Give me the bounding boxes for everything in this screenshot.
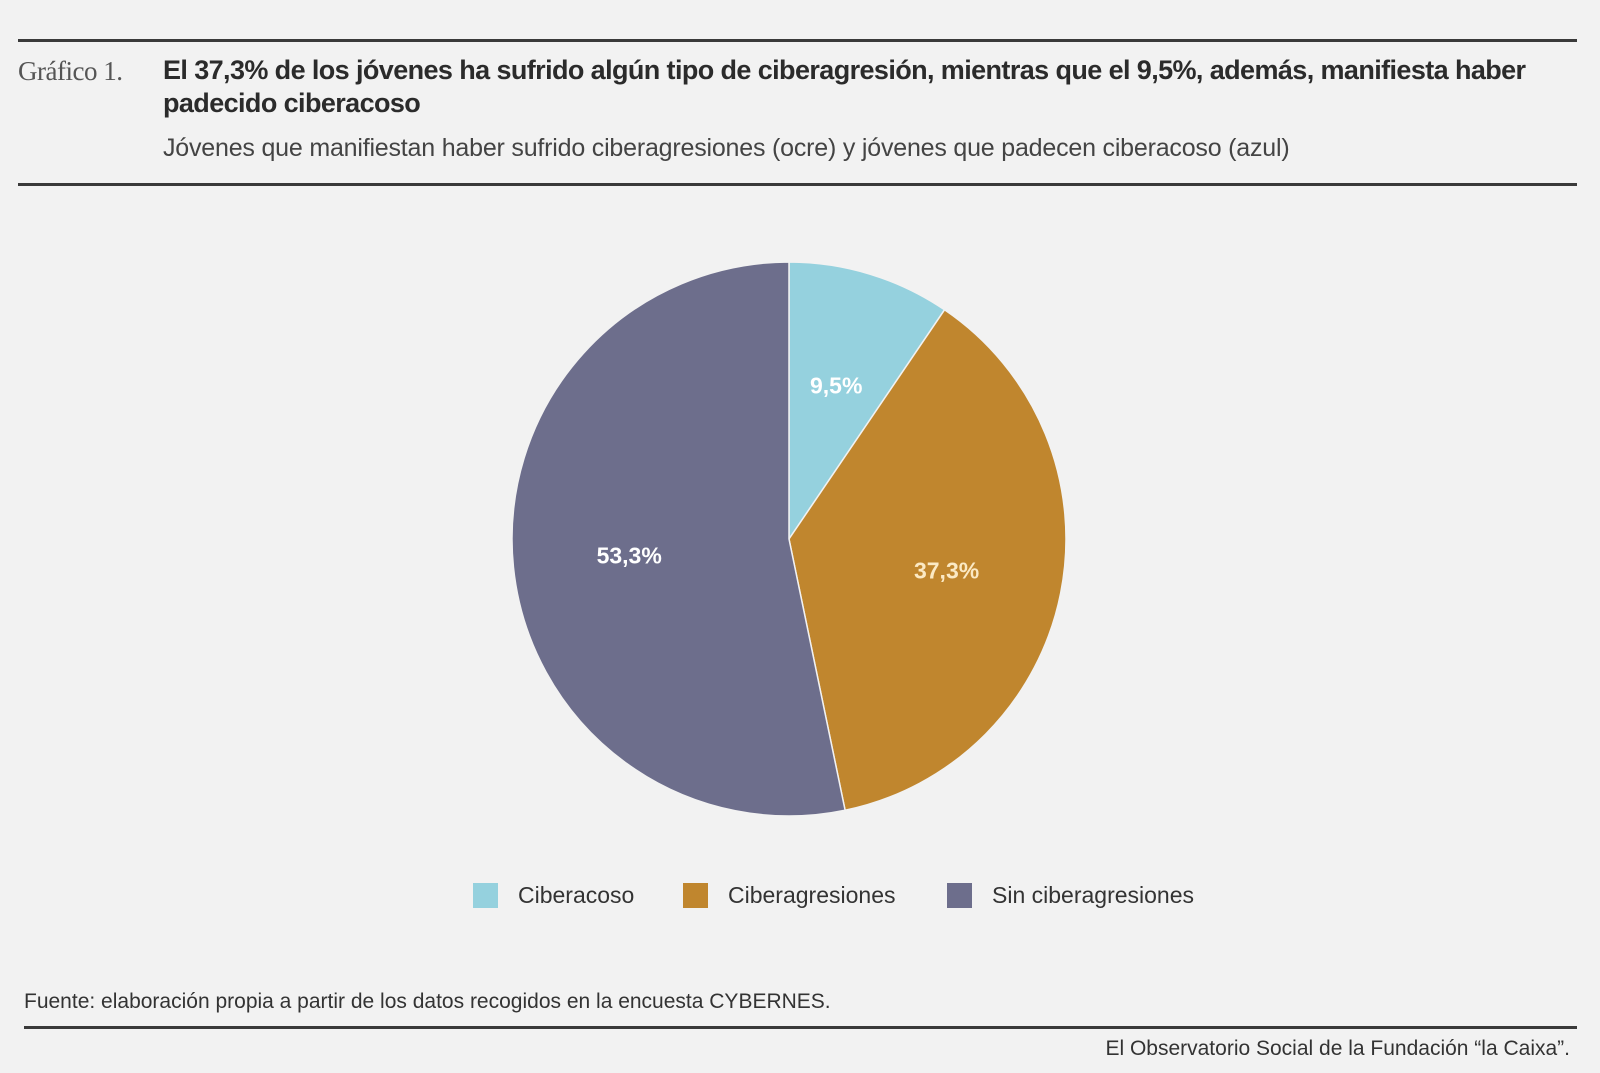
pie-slice-ciberacoso xyxy=(788,261,946,542)
publisher-credit: El Observatorio Social de la Fundación “… xyxy=(1105,1037,1570,1060)
slice-data-label: 53,3% xyxy=(597,542,662,568)
legend: Ciberacoso Ciberagresiones Sin ciberagre… xyxy=(0,882,1600,912)
pie-slice-ciberagresiones xyxy=(788,308,1067,812)
legend-label: Sin ciberagresiones xyxy=(992,882,1195,908)
figure-label: Gráfico 1. xyxy=(18,56,123,86)
legend-item-sin-ciberagresiones: Sin ciberagresiones xyxy=(947,882,1194,909)
legend-swatch xyxy=(947,883,972,908)
top-rule xyxy=(18,39,1577,42)
header-rule xyxy=(18,183,1577,186)
legend-label: Ciberacoso xyxy=(518,882,635,908)
footer-rule xyxy=(24,1026,1577,1029)
chart-title: El 37,3% de los jóvenes ha sufrido algún… xyxy=(163,55,1526,118)
chart-subtitle: Jóvenes que manifiestan haber sufrido ci… xyxy=(163,134,1290,162)
pie-slice-sin-ciberagresiones xyxy=(511,261,847,817)
legend-label: Ciberagresiones xyxy=(728,882,896,908)
slice-data-label: 37,3% xyxy=(914,557,979,583)
source-note: Fuente: elaboración propia a partir de l… xyxy=(24,990,831,1013)
slice-data-label: 9,5% xyxy=(810,372,862,398)
legend-item-ciberacoso: Ciberacoso xyxy=(473,882,634,909)
legend-item-ciberagresiones: Ciberagresiones xyxy=(683,882,895,909)
legend-swatch xyxy=(683,883,708,908)
legend-swatch xyxy=(473,883,498,908)
